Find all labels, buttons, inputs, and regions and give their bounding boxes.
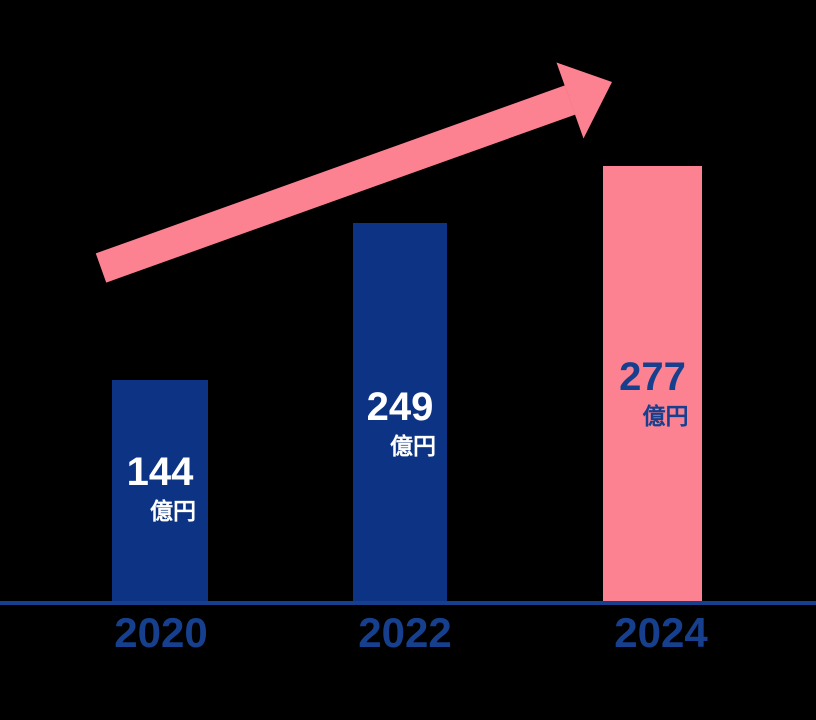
x-axis-line [0, 601, 816, 605]
bar-2022 [353, 223, 447, 601]
value-unit-2022: 億円 [390, 433, 436, 459]
value-label-2024: 277 億円 [603, 357, 702, 428]
bar-2020 [112, 380, 208, 601]
x-axis-label-2022: 2022 [358, 609, 452, 656]
value-label-2022: 249 億円 [353, 387, 447, 458]
value-label-2020: 144 億円 [112, 452, 208, 523]
x-axis-label-2020: 2020 [114, 609, 208, 656]
value-unit-2020: 億円 [150, 498, 196, 524]
bar-2024 [603, 166, 702, 601]
value-number-2022: 249 [366, 385, 434, 429]
value-number-2020: 144 [126, 450, 194, 494]
value-unit-2024: 億円 [642, 403, 689, 429]
value-number-2024: 277 [619, 355, 686, 399]
x-axis-label-2024: 2024 [614, 609, 708, 656]
